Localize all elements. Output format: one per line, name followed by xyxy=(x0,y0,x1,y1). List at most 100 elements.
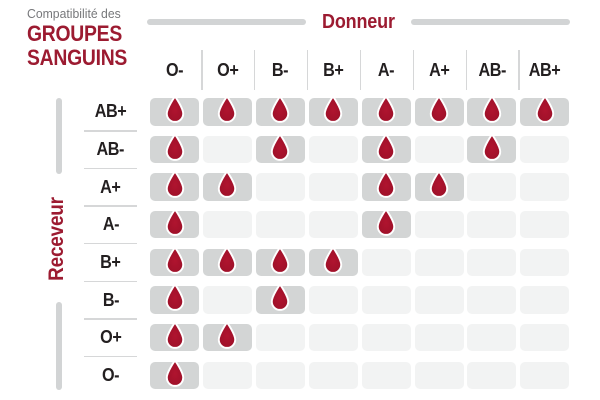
cell-B+-from-B+-compatible xyxy=(308,246,358,277)
cell-A--from-A+-incompatible xyxy=(414,210,464,239)
recipient-row-header-AB-: AB- xyxy=(96,138,125,159)
cell-A--from-O--compatible xyxy=(150,208,199,239)
cell-A+-from-AB+-incompatible xyxy=(520,173,570,201)
blood-drop-icon xyxy=(218,95,237,123)
blood-drop-icon xyxy=(376,95,396,123)
column-divider xyxy=(201,50,203,90)
cell-A+-from-O+-compatible xyxy=(202,170,252,201)
column-divider xyxy=(253,50,256,90)
cell-O--from-AB--incompatible xyxy=(467,361,517,390)
cell-B--from-AB--incompatible xyxy=(467,286,517,314)
column-divider xyxy=(412,50,415,90)
cell-B--from-B--compatible xyxy=(255,283,305,314)
cell-O--from-O+-incompatible xyxy=(202,361,252,390)
cell-O--from-O--compatible xyxy=(150,359,199,390)
cell-O--from-B--incompatible xyxy=(255,361,305,390)
cell-O+-from-AB--incompatible xyxy=(467,323,517,352)
chart-title-line1: GROUPES xyxy=(27,21,122,46)
donor-col-header-AB-: AB- xyxy=(478,59,506,80)
donor-col-header-B+: B+ xyxy=(323,59,344,80)
cell-AB+-from-B+-compatible xyxy=(308,95,358,126)
cell-O+-from-O+-compatible xyxy=(202,321,252,352)
cell-AB--from-B--compatible xyxy=(255,133,305,164)
row-divider xyxy=(84,167,137,170)
chart-title-line2: SANGUINS xyxy=(27,44,128,70)
blood-drop-icon xyxy=(429,170,449,199)
blood-drop-icon xyxy=(165,359,184,387)
cell-AB--from-O--compatible xyxy=(150,133,199,164)
blood-drop-icon xyxy=(165,283,184,312)
row-divider xyxy=(84,242,137,245)
blood-drop-icon xyxy=(271,246,290,274)
donor-col-header-AB+: AB+ xyxy=(529,59,561,80)
cell-B+-from-O+-compatible xyxy=(202,246,252,277)
column-divider xyxy=(465,50,467,90)
cell-A+-from-B--incompatible xyxy=(255,173,305,201)
blood-drop-icon xyxy=(324,246,343,274)
chart-subtitle: Compatibilité des xyxy=(27,6,121,21)
cell-O+-from-O--compatible xyxy=(150,321,199,352)
cell-B--from-O--compatible xyxy=(150,283,199,314)
cell-A--from-O+-incompatible xyxy=(202,210,252,239)
cell-AB+-from-A+-compatible xyxy=(414,95,464,126)
blood-drop-icon xyxy=(165,95,184,123)
recipient-axis-bottom-bar xyxy=(56,302,62,390)
compatibility-grid xyxy=(150,95,570,390)
cell-AB--from-AB+-incompatible xyxy=(520,135,570,164)
column-divider xyxy=(518,50,520,90)
row-divider xyxy=(84,130,137,132)
cell-AB+-from-AB+-compatible xyxy=(520,95,570,126)
cell-AB--from-A--compatible xyxy=(361,133,411,164)
cell-B--from-O+-incompatible xyxy=(202,286,252,314)
blood-drop-icon xyxy=(165,246,184,274)
recipient-row-header-O+: O+ xyxy=(99,327,122,348)
cell-O+-from-AB+-incompatible xyxy=(520,323,570,352)
recipient-row-header-A-: A- xyxy=(102,214,119,235)
cell-B+-from-A--incompatible xyxy=(361,248,411,277)
cell-A+-from-A--compatible xyxy=(361,170,411,201)
recipient-row-header-A+: A+ xyxy=(100,176,121,197)
blood-drop-icon xyxy=(376,208,396,236)
row-divider xyxy=(84,280,137,283)
donor-header-left-bar xyxy=(147,19,307,25)
blood-drop-icon xyxy=(482,95,502,123)
cell-AB--from-AB--compatible xyxy=(467,133,517,164)
blood-drop-icon xyxy=(535,95,554,123)
chart-title-block: Compatibilité des GROUPES SANGUINS xyxy=(27,6,141,69)
cell-B--from-A+-incompatible xyxy=(414,286,464,314)
cell-B+-from-AB+-incompatible xyxy=(520,248,570,277)
cell-B--from-AB+-incompatible xyxy=(520,286,570,314)
cell-O+-from-A--incompatible xyxy=(361,323,411,352)
blood-drop-icon xyxy=(429,95,449,123)
blood-drop-icon xyxy=(271,283,290,312)
column-divider xyxy=(359,50,362,90)
cell-O--from-B+-incompatible xyxy=(308,361,358,390)
blood-drop-icon xyxy=(165,321,184,349)
cell-AB+-from-AB--compatible xyxy=(467,95,517,126)
cell-B+-from-O--compatible xyxy=(150,246,199,277)
cell-B+-from-A+-incompatible xyxy=(414,248,464,277)
recipient-row-labels: AB+ AB- A+ A- B+ B- O+ O- xyxy=(84,98,137,390)
cell-AB--from-B+-incompatible xyxy=(308,135,358,164)
cell-A+-from-O--compatible xyxy=(150,170,199,201)
blood-drop-icon xyxy=(165,170,184,199)
blood-drop-icon xyxy=(376,170,396,199)
cell-AB+-from-A--compatible xyxy=(361,95,411,126)
recipient-row-header-O-: O- xyxy=(101,364,120,385)
donor-col-header-A-: A- xyxy=(377,59,395,80)
donor-axis-header: Donneur xyxy=(147,10,571,33)
cell-B--from-A--incompatible xyxy=(361,286,411,314)
cell-B+-from-B--compatible xyxy=(255,246,305,277)
blood-drop-icon xyxy=(218,170,237,199)
recipient-axis-top-bar xyxy=(56,98,62,174)
donor-col-header-O-: O- xyxy=(165,59,184,80)
donor-axis-label: Donneur xyxy=(322,10,395,33)
blood-drop-icon xyxy=(218,321,237,349)
cell-O--from-A+-incompatible xyxy=(414,361,464,390)
cell-B+-from-AB--incompatible xyxy=(467,248,517,277)
recipient-row-header-B-: B- xyxy=(102,289,119,310)
row-divider xyxy=(84,318,137,320)
cell-AB--from-A+-incompatible xyxy=(414,135,464,164)
blood-drop-icon xyxy=(482,133,502,161)
